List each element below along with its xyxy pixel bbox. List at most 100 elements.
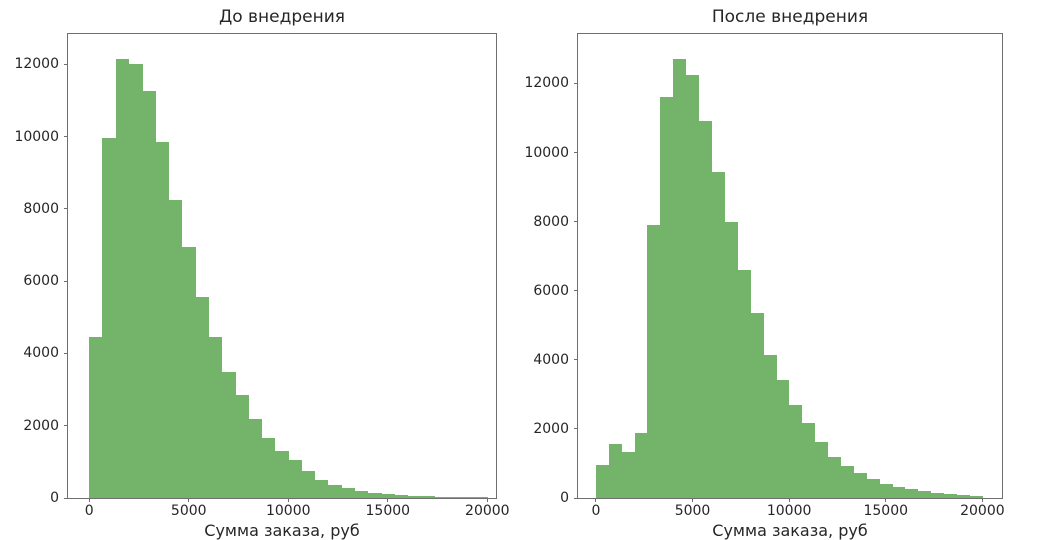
y-tick-label: 0 <box>50 490 59 506</box>
x-tick-mark <box>981 498 983 502</box>
x-tick-label: 15000 <box>863 503 909 519</box>
x-tick-mark <box>88 498 90 502</box>
y-tick-label: 2000 <box>533 420 569 437</box>
histogram-bar <box>750 313 764 498</box>
histogram-bar <box>595 465 610 498</box>
y-tick-mark <box>64 136 68 138</box>
y-tick-mark <box>574 497 578 499</box>
histogram-bar <box>460 497 475 498</box>
y-tick-label: 8000 <box>23 200 59 217</box>
histogram-bar <box>956 495 970 498</box>
x-tick-mark <box>692 498 694 502</box>
y-tick-label: 8000 <box>533 213 569 230</box>
histogram-bar <box>634 432 648 498</box>
histogram-bar <box>434 496 448 498</box>
chart-title: До внедрения <box>218 7 346 27</box>
x-tick-mark <box>287 498 289 502</box>
histogram-bar <box>328 485 342 498</box>
histogram-bar <box>288 460 302 498</box>
x-tick-label: 5000 <box>674 503 711 519</box>
histogram-bar <box>89 337 103 498</box>
x-tick-label: 20000 <box>960 503 1005 519</box>
histogram-bar <box>698 121 713 498</box>
y-tick-label: 12000 <box>14 56 59 73</box>
histogram-bar <box>789 404 803 498</box>
histogram-bar <box>221 371 236 498</box>
y-tick-mark <box>574 82 578 84</box>
histogram-bar <box>407 495 422 498</box>
x-tick-label: 0 <box>591 503 601 519</box>
x-tick-label: 0 <box>84 503 94 519</box>
y-tick-mark <box>64 425 68 427</box>
histogram-bar <box>608 444 622 498</box>
x-tick-label: 5000 <box>170 503 207 519</box>
histogram-bar <box>381 493 395 498</box>
y-tick-mark <box>64 280 68 282</box>
histogram-bar <box>367 492 382 498</box>
y-tick-mark <box>64 63 68 65</box>
chart-title: После внедрения <box>711 7 869 27</box>
histogram-bar <box>341 488 355 498</box>
y-tick-label: 4000 <box>533 351 569 368</box>
histogram-bar <box>447 497 462 498</box>
y-tick-label: 0 <box>560 490 569 506</box>
histogram-bar <box>261 438 276 498</box>
histogram-bar <box>892 486 906 498</box>
histogram-bar <box>840 465 854 498</box>
histogram-bar <box>737 269 751 498</box>
histogram-bar <box>474 497 488 498</box>
histogram-bar <box>711 171 726 498</box>
x-tick-label: 10000 <box>265 503 311 519</box>
histogram-bar <box>647 225 661 498</box>
x-tick-mark <box>188 498 190 502</box>
histogram-bar <box>943 494 957 498</box>
histogram-bar <box>129 64 143 498</box>
histogram-bar <box>248 418 263 498</box>
x-tick-label: 15000 <box>365 503 411 519</box>
histogram-bar <box>827 456 842 498</box>
histogram-bar <box>802 422 816 498</box>
histogram-bar <box>168 199 183 498</box>
x-axis-label: Сумма заказа, руб <box>712 521 868 540</box>
histogram-bar <box>301 470 316 498</box>
x-tick-label: 20000 <box>465 503 510 519</box>
histogram-bar <box>969 495 983 498</box>
y-tick-label: 10000 <box>524 144 569 161</box>
x-tick-mark <box>885 498 887 502</box>
y-tick-label: 10000 <box>14 128 59 145</box>
histogram-bar <box>195 297 209 498</box>
chart-after: После внедрения 0 5000 10000 15000 20000 0 200… <box>524 7 1005 540</box>
y-tick-mark <box>574 359 578 361</box>
histogram-bar <box>142 91 156 498</box>
histogram-bar <box>673 59 687 498</box>
x-tick-mark <box>486 498 488 502</box>
y-tick-mark <box>574 290 578 292</box>
histogram-bar <box>394 494 409 498</box>
histogram-bar <box>930 492 945 498</box>
y-tick-label: 6000 <box>533 282 569 299</box>
histogram-bar <box>879 483 893 498</box>
histogram-bar <box>102 138 117 498</box>
histogram-bar <box>274 451 289 498</box>
x-tick-label: 10000 <box>766 503 812 519</box>
histogram-bar <box>235 395 249 498</box>
y-tick-mark <box>574 428 578 430</box>
x-axis-label: Сумма заказа, руб <box>204 521 360 540</box>
histogram-bar <box>686 74 700 498</box>
x-tick-mark <box>788 498 790 502</box>
histogram-bar <box>905 489 919 498</box>
y-tick-label: 12000 <box>524 75 569 92</box>
histogram-bar <box>917 491 932 498</box>
chart-before: До внедрения 0 5000 10000 15000 20000 0 2000 40… <box>14 7 509 540</box>
histogram-bar <box>208 337 223 498</box>
y-tick-mark <box>574 221 578 223</box>
histogram-bar <box>724 221 738 498</box>
histogram-bar <box>155 142 170 498</box>
histogram-bar <box>763 354 777 498</box>
histogram-bar <box>314 479 329 498</box>
y-tick-label: 4000 <box>23 345 59 362</box>
plot-area: 0 5000 10000 15000 20000 0 2000 4000 6000 8000 100… <box>524 33 1005 518</box>
y-tick-label: 2000 <box>23 417 59 434</box>
histogram-bar <box>866 479 880 498</box>
